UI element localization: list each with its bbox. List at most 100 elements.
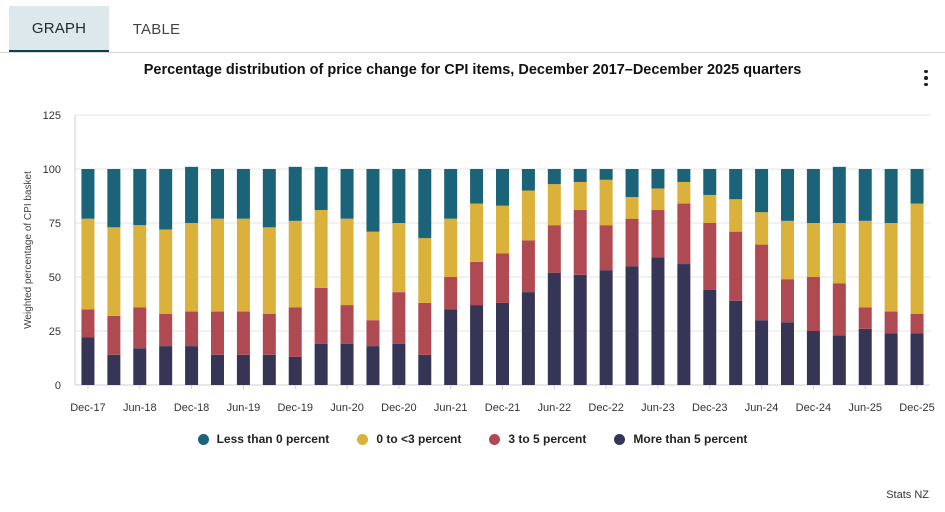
x-tick-label: Jun-24 [745,402,779,414]
x-tick-label: Jun-18 [123,402,157,414]
bar-segment-0-to-3-percent [288,220,302,308]
bar-segment-more-than-5-percent [444,309,458,385]
x-tick-label: Dec-23 [692,402,727,414]
bar-segment-0-to-3-percent [418,238,432,303]
bar-segment-3-to-5-percent [133,307,147,349]
bar-segment-0-to-3-percent [444,218,458,277]
bar-segment-0-to-3-percent [884,223,898,312]
bar-segment-less-than-0-percent [547,169,561,185]
bar-segment-less-than-0-percent [262,169,276,228]
bar-segment-more-than-5-percent [729,300,743,385]
legend-item-more-than-5[interactable]: More than 5 percent [614,432,747,446]
bar-segment-less-than-0-percent [703,169,717,195]
bar-segment-less-than-0-percent [81,169,95,219]
x-tick-label: Jun-21 [434,402,468,414]
y-tick-label: 75 [49,218,61,230]
x-tick-label: Dec-24 [796,402,831,414]
bar-segment-more-than-5-percent [806,331,820,385]
x-tick-label: Jun-25 [848,402,882,414]
bar-segment-0-to-3-percent [677,181,691,204]
bar-segment-more-than-5-percent [236,354,250,385]
bar-segment-less-than-0-percent [314,166,328,211]
y-tick-label: 100 [43,164,61,176]
legend-swatch-more-than-5 [614,433,626,445]
bar-segment-3-to-5-percent [340,305,354,344]
bar-segment-less-than-0-percent [884,169,898,223]
bar-segment-3-to-5-percent [806,277,820,331]
bar-segment-less-than-0-percent [625,169,639,198]
x-tick-label: Jun-22 [537,402,571,414]
y-tick-label: 50 [49,272,61,284]
legend-item-3-to-5[interactable]: 3 to 5 percent [489,432,586,446]
x-tick-label: Jun-20 [330,402,364,414]
bar-segment-3-to-5-percent [651,210,665,258]
bar-segment-0-to-3-percent [314,210,328,288]
bar-segment-less-than-0-percent [470,169,484,204]
bar-segment-3-to-5-percent [81,309,95,338]
tab-graph[interactable]: GRAPH [9,6,109,52]
bar-segment-less-than-0-percent [521,169,535,191]
legend-swatch-3-to-5 [489,433,501,445]
x-tick-label: Jun-23 [641,402,675,414]
bar-segment-0-to-3-percent [211,218,224,312]
bar-segment-3-to-5-percent [521,240,535,293]
bar-segment-less-than-0-percent [651,169,665,189]
bar-segment-0-to-3-percent [858,220,872,308]
bar-segment-less-than-0-percent [806,169,820,223]
bar-segment-0-to-3-percent [806,223,820,277]
bar-segment-less-than-0-percent [185,166,199,223]
bar-segment-less-than-0-percent [573,169,587,182]
bar-segment-more-than-5-percent [185,346,199,385]
legend-item-0-to-3[interactable]: 0 to <3 percent [357,432,461,446]
vertical-ellipsis-icon[interactable] [916,68,936,88]
bar-segment-0-to-3-percent [236,218,250,312]
bar-segment-less-than-0-percent [236,169,250,219]
bar-segment-0-to-3-percent [547,184,561,226]
y-tick-label: 25 [49,326,61,338]
bar-segment-more-than-5-percent [832,335,846,385]
bar-segment-0-to-3-percent [910,203,924,314]
bar-segment-more-than-5-percent [521,292,535,385]
bar-segment-3-to-5-percent [159,313,173,347]
bar-segment-0-to-3-percent [599,179,613,226]
bar-segment-0-to-3-percent [392,223,406,293]
chart-title: Percentage distribution of price change … [143,62,802,78]
tab-table[interactable]: TABLE [132,20,181,38]
bar-segment-more-than-5-percent [677,264,691,385]
bar-segment-0-to-3-percent [625,197,639,219]
stacked-bar-chart: 0 25 50 75 100 125 Weighted percentage of CPI … [23,110,935,414]
bar-segment-0-to-3-percent [133,225,147,308]
bar-segment-more-than-5-percent [366,346,380,385]
bar-segment-less-than-0-percent [858,169,872,221]
legend-item-less-than-0[interactable]: Less than 0 percent [197,432,329,446]
bar-segment-more-than-5-percent [133,348,147,385]
y-axis-title: Weighted percentage of CPI basket [23,171,34,329]
legend-swatch-0-to-3 [357,433,369,445]
bar-segment-less-than-0-percent [340,169,354,219]
bar-segment-more-than-5-percent [392,343,406,385]
bar-segment-3-to-5-percent [418,302,432,355]
bar-segment-0-to-3-percent [470,203,484,262]
bar-segment-3-to-5-percent [211,311,224,355]
bar-segment-3-to-5-percent [781,279,794,323]
bar-segment-more-than-5-percent [781,322,794,385]
bar-segment-3-to-5-percent [547,225,561,273]
bar-segment-0-to-3-percent [81,218,95,310]
y-tick-label: 125 [43,110,61,122]
bar-segment-less-than-0-percent [211,169,224,219]
bar-segment-less-than-0-percent [677,169,691,182]
bar-segment-less-than-0-percent [418,169,432,239]
bar-segment-less-than-0-percent [444,169,458,219]
x-tick-label: Dec-22 [588,402,623,414]
y-tick-label: 0 [55,380,61,392]
bar-segment-more-than-5-percent [755,320,769,385]
bar-segment-less-than-0-percent [755,169,769,213]
chart-legend: Less than 0 percent 0 to <3 percent 3 to… [0,432,945,446]
bar-segment-less-than-0-percent [910,169,924,204]
bar-segment-more-than-5-percent [159,346,173,385]
x-tick-label: Dec-17 [70,402,105,414]
bar-segment-more-than-5-percent [884,333,898,385]
bar-segment-more-than-5-percent [496,302,509,385]
bar-segment-0-to-3-percent [755,212,769,245]
tab-bar: GRAPH TABLE [0,0,945,53]
